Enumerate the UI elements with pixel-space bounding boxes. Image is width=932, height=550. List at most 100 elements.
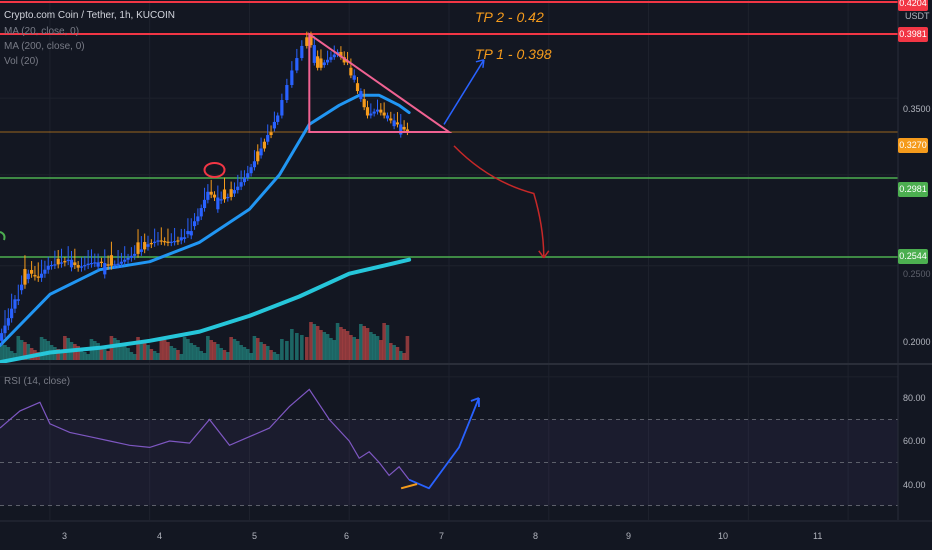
volume-bar bbox=[202, 353, 207, 360]
volume-bar bbox=[236, 341, 240, 360]
volume-legend[interactable]: Vol (20) bbox=[4, 56, 39, 67]
volume-bar bbox=[3, 345, 7, 360]
volume-bar bbox=[342, 329, 347, 360]
volume-bar bbox=[122, 346, 127, 360]
volume-bar bbox=[6, 347, 11, 360]
volume-bar bbox=[59, 353, 64, 360]
volume-bar bbox=[322, 332, 327, 360]
candle-body bbox=[222, 189, 227, 200]
candle-body bbox=[59, 262, 64, 264]
ma200-legend[interactable]: MA (200, close, 0) bbox=[4, 41, 85, 52]
volume-bar bbox=[345, 331, 350, 360]
candle-body bbox=[66, 259, 70, 262]
volume-bar bbox=[242, 347, 247, 360]
volume-bar bbox=[362, 326, 366, 360]
candle-body bbox=[319, 58, 323, 68]
candle-body bbox=[362, 99, 366, 108]
volume-bar bbox=[229, 337, 233, 360]
candle-body bbox=[99, 261, 104, 264]
volume-bar bbox=[265, 346, 270, 360]
price-label-2: 0.3270 bbox=[898, 138, 928, 153]
candle-body bbox=[123, 259, 127, 262]
rsi-divergence-mark bbox=[400, 483, 418, 490]
volume-bar bbox=[92, 341, 97, 360]
volume-bar bbox=[39, 337, 44, 360]
candle-body bbox=[196, 216, 200, 222]
volume-bar bbox=[369, 332, 373, 360]
candle-body bbox=[199, 208, 203, 217]
candle-body bbox=[20, 284, 24, 291]
volume-bar bbox=[315, 326, 320, 360]
volume-bar bbox=[43, 339, 47, 360]
currency-label: USDT bbox=[905, 11, 930, 21]
volume-bar bbox=[305, 337, 309, 360]
candle-body bbox=[392, 120, 396, 127]
volume-bar bbox=[96, 343, 100, 360]
volume-bar bbox=[26, 344, 31, 360]
candle-body bbox=[272, 121, 276, 129]
bearish-arrow bbox=[453, 145, 545, 258]
volume-bar bbox=[259, 342, 263, 360]
ma20-legend[interactable]: MA (20, close, 0) bbox=[4, 26, 80, 37]
candle-body bbox=[232, 190, 237, 194]
volume-bar bbox=[76, 346, 80, 360]
tp2-annotation: TP 2 - 0.42 bbox=[475, 9, 544, 25]
volume-bar bbox=[290, 329, 294, 360]
volume-bar bbox=[216, 344, 220, 360]
volume-bar bbox=[232, 339, 237, 360]
volume-bar bbox=[86, 354, 90, 360]
volume-bar bbox=[295, 333, 299, 360]
volume-bar bbox=[152, 351, 157, 360]
candle-body bbox=[182, 237, 187, 239]
candle-body bbox=[143, 242, 147, 250]
volume-bar bbox=[159, 338, 164, 360]
volume-bar bbox=[179, 354, 184, 360]
volume-bar bbox=[189, 343, 194, 360]
candle-body bbox=[166, 241, 170, 243]
candle-body bbox=[133, 253, 137, 256]
volume-bar bbox=[139, 341, 144, 360]
price-tick: 0.2500 bbox=[903, 269, 931, 279]
volume-bar bbox=[262, 344, 267, 360]
candle-body bbox=[219, 199, 223, 201]
candle-body bbox=[285, 85, 289, 101]
volume-bar bbox=[219, 348, 223, 360]
volume-bar bbox=[196, 347, 200, 360]
x-tick: 11 bbox=[813, 531, 823, 541]
candle-body bbox=[36, 276, 40, 278]
volume-bar bbox=[46, 341, 51, 360]
volume-bar bbox=[375, 336, 380, 360]
candle-body bbox=[206, 191, 210, 200]
candle-body bbox=[26, 273, 30, 280]
candle-body bbox=[3, 325, 7, 334]
volume-bar bbox=[166, 342, 170, 360]
candle-body bbox=[372, 111, 376, 114]
volume-bars bbox=[0, 322, 410, 360]
volume-bar bbox=[329, 338, 333, 360]
candle-body bbox=[49, 265, 54, 267]
candle-body bbox=[212, 194, 217, 198]
volume-bar bbox=[199, 351, 204, 360]
bullish-arrow bbox=[443, 59, 485, 125]
rsi-legend[interactable]: RSI (14, close) bbox=[4, 376, 71, 387]
volume-bar bbox=[192, 345, 197, 360]
volume-bar bbox=[355, 339, 360, 360]
tp1-annotation: TP 1 - 0.398 bbox=[475, 46, 552, 62]
candle-body bbox=[46, 265, 50, 270]
x-tick: 10 bbox=[718, 531, 729, 541]
x-tick: 7 bbox=[439, 531, 445, 541]
candle-body bbox=[10, 308, 14, 319]
candle-body bbox=[33, 275, 37, 277]
volume-bar bbox=[349, 335, 353, 360]
volume-bar bbox=[169, 346, 174, 360]
rsi-projection-arrow bbox=[408, 397, 480, 490]
candle-body bbox=[316, 56, 320, 68]
bullish-arrow-head bbox=[475, 59, 485, 68]
candle-body bbox=[43, 269, 47, 274]
volume-bar bbox=[79, 350, 84, 360]
candle-body bbox=[290, 70, 294, 86]
candle-body bbox=[280, 100, 284, 116]
x-tick: 8 bbox=[533, 531, 539, 541]
chart-title: Crypto.com Coin / Tether, 1h, KUCOIN bbox=[4, 10, 175, 21]
